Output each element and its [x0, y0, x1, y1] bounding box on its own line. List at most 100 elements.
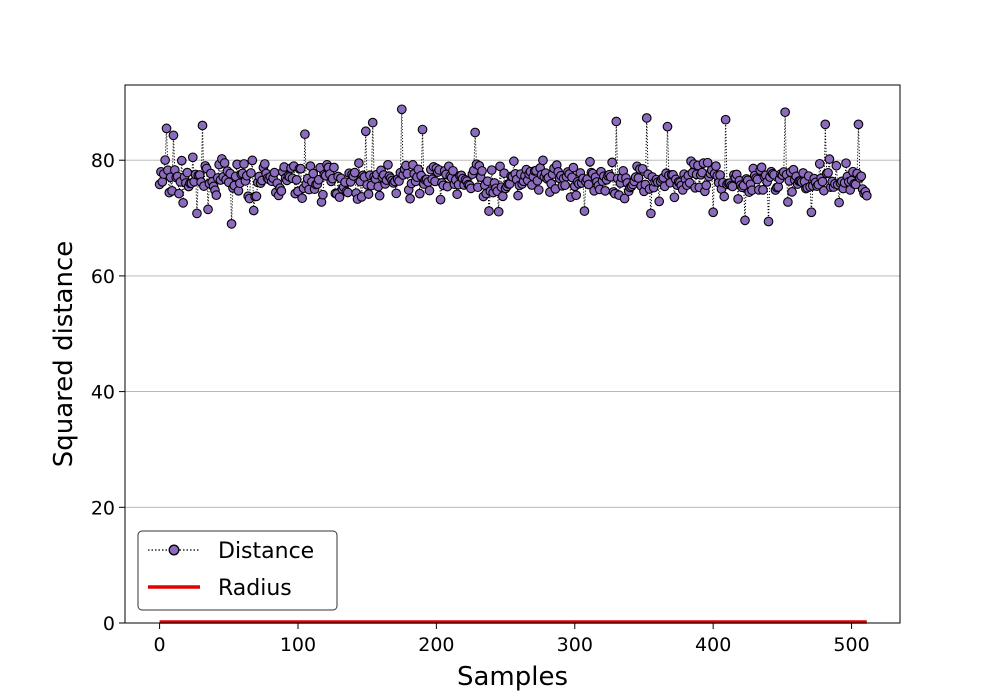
distance-point	[405, 193, 415, 204]
y-tick-label: 80	[91, 150, 115, 172]
distance-point	[295, 163, 306, 174]
distance-point	[470, 127, 480, 138]
distance-point	[607, 157, 617, 168]
distance-point	[226, 218, 237, 229]
y-axis-ticks: 0 20 40 60 80	[91, 150, 125, 635]
distance-point	[239, 159, 249, 169]
distance-point	[646, 208, 656, 219]
distance-point	[182, 167, 193, 178]
distance-point	[374, 190, 385, 201]
distance-point	[619, 193, 630, 204]
y-axis-label: Squared distance	[49, 241, 79, 467]
distance-point	[452, 189, 462, 200]
distance-point	[702, 157, 713, 168]
distance-point	[349, 167, 360, 178]
distance-point	[308, 168, 319, 179]
distance-point	[219, 158, 230, 168]
distance-point	[611, 116, 622, 127]
distance-point	[192, 208, 202, 219]
distance-point	[824, 154, 835, 164]
distance-point	[291, 174, 302, 185]
legend-distance-marker	[168, 544, 180, 556]
distance-point	[740, 215, 750, 226]
distance-point	[484, 206, 494, 216]
distance-point	[720, 114, 731, 125]
distance-point	[435, 194, 446, 205]
y-tick-label: 60	[91, 266, 115, 288]
distance-point	[711, 161, 721, 171]
distance-point	[247, 155, 258, 166]
distance-point	[360, 126, 371, 137]
distance-point	[787, 186, 797, 197]
distance-point	[318, 189, 328, 200]
distance-point	[783, 197, 793, 207]
distance-point	[823, 167, 833, 178]
distance-point	[157, 176, 168, 187]
y-tick-label: 20	[91, 497, 115, 519]
distance-point	[585, 156, 595, 167]
distance-point	[814, 158, 825, 169]
distance-series	[154, 104, 872, 229]
distance-point	[176, 155, 187, 166]
distance-point	[560, 180, 570, 191]
distance-point	[763, 216, 774, 227]
distance-point	[414, 188, 425, 199]
distance-point	[633, 173, 644, 183]
distance-point	[211, 190, 222, 201]
distance-point	[820, 119, 831, 130]
distance-point	[662, 121, 673, 132]
distance-point	[861, 190, 872, 201]
distance-point	[831, 160, 842, 171]
x-tick-label: 0	[154, 634, 166, 656]
distance-point	[203, 204, 213, 215]
distance-point	[329, 162, 339, 173]
distance-point	[495, 161, 505, 172]
distance-point	[513, 190, 523, 201]
x-tick-label: 100	[280, 634, 316, 656]
distance-point	[448, 165, 458, 176]
distance-point	[383, 159, 393, 170]
distance-point	[600, 186, 611, 196]
distance-point	[486, 165, 497, 175]
legend-radius-label: Radius	[218, 576, 292, 601]
distance-point	[773, 182, 784, 192]
distance-point	[160, 155, 170, 165]
distance-point	[396, 104, 407, 115]
distance-point	[669, 192, 680, 203]
distance-point	[417, 124, 428, 135]
x-axis-label: Samples	[457, 662, 568, 692]
distance-point	[187, 152, 198, 163]
plot-frame	[124, 84, 901, 624]
distance-point	[367, 117, 378, 128]
x-tick-label: 400	[695, 634, 731, 656]
legend-box	[137, 530, 338, 611]
distance-point	[641, 113, 652, 123]
distance-point	[174, 188, 184, 199]
distance-point	[841, 158, 851, 169]
distance-point	[817, 176, 828, 187]
distance-point	[568, 162, 579, 173]
distance-point	[297, 193, 307, 204]
distance-point	[342, 187, 353, 198]
distance-point	[533, 185, 544, 195]
distance-point	[733, 194, 743, 204]
x-tick-label: 200	[418, 634, 454, 656]
distance-point	[834, 197, 844, 208]
distance-point	[424, 185, 435, 196]
distance-point	[259, 159, 270, 169]
distance-point	[300, 129, 310, 140]
distance-point	[477, 166, 487, 176]
distance-point	[248, 205, 259, 216]
distance-point	[853, 119, 864, 130]
distance-point	[780, 107, 790, 118]
distance-point	[571, 190, 582, 201]
distance-point	[509, 156, 519, 167]
distance-point	[806, 207, 817, 218]
distance-point	[197, 120, 208, 131]
distance-point	[161, 123, 172, 134]
distance-point	[497, 191, 508, 202]
distance-point	[579, 206, 590, 216]
distance-point	[269, 167, 280, 178]
legend: Distance Radius	[137, 530, 338, 611]
distance-point	[708, 207, 719, 218]
